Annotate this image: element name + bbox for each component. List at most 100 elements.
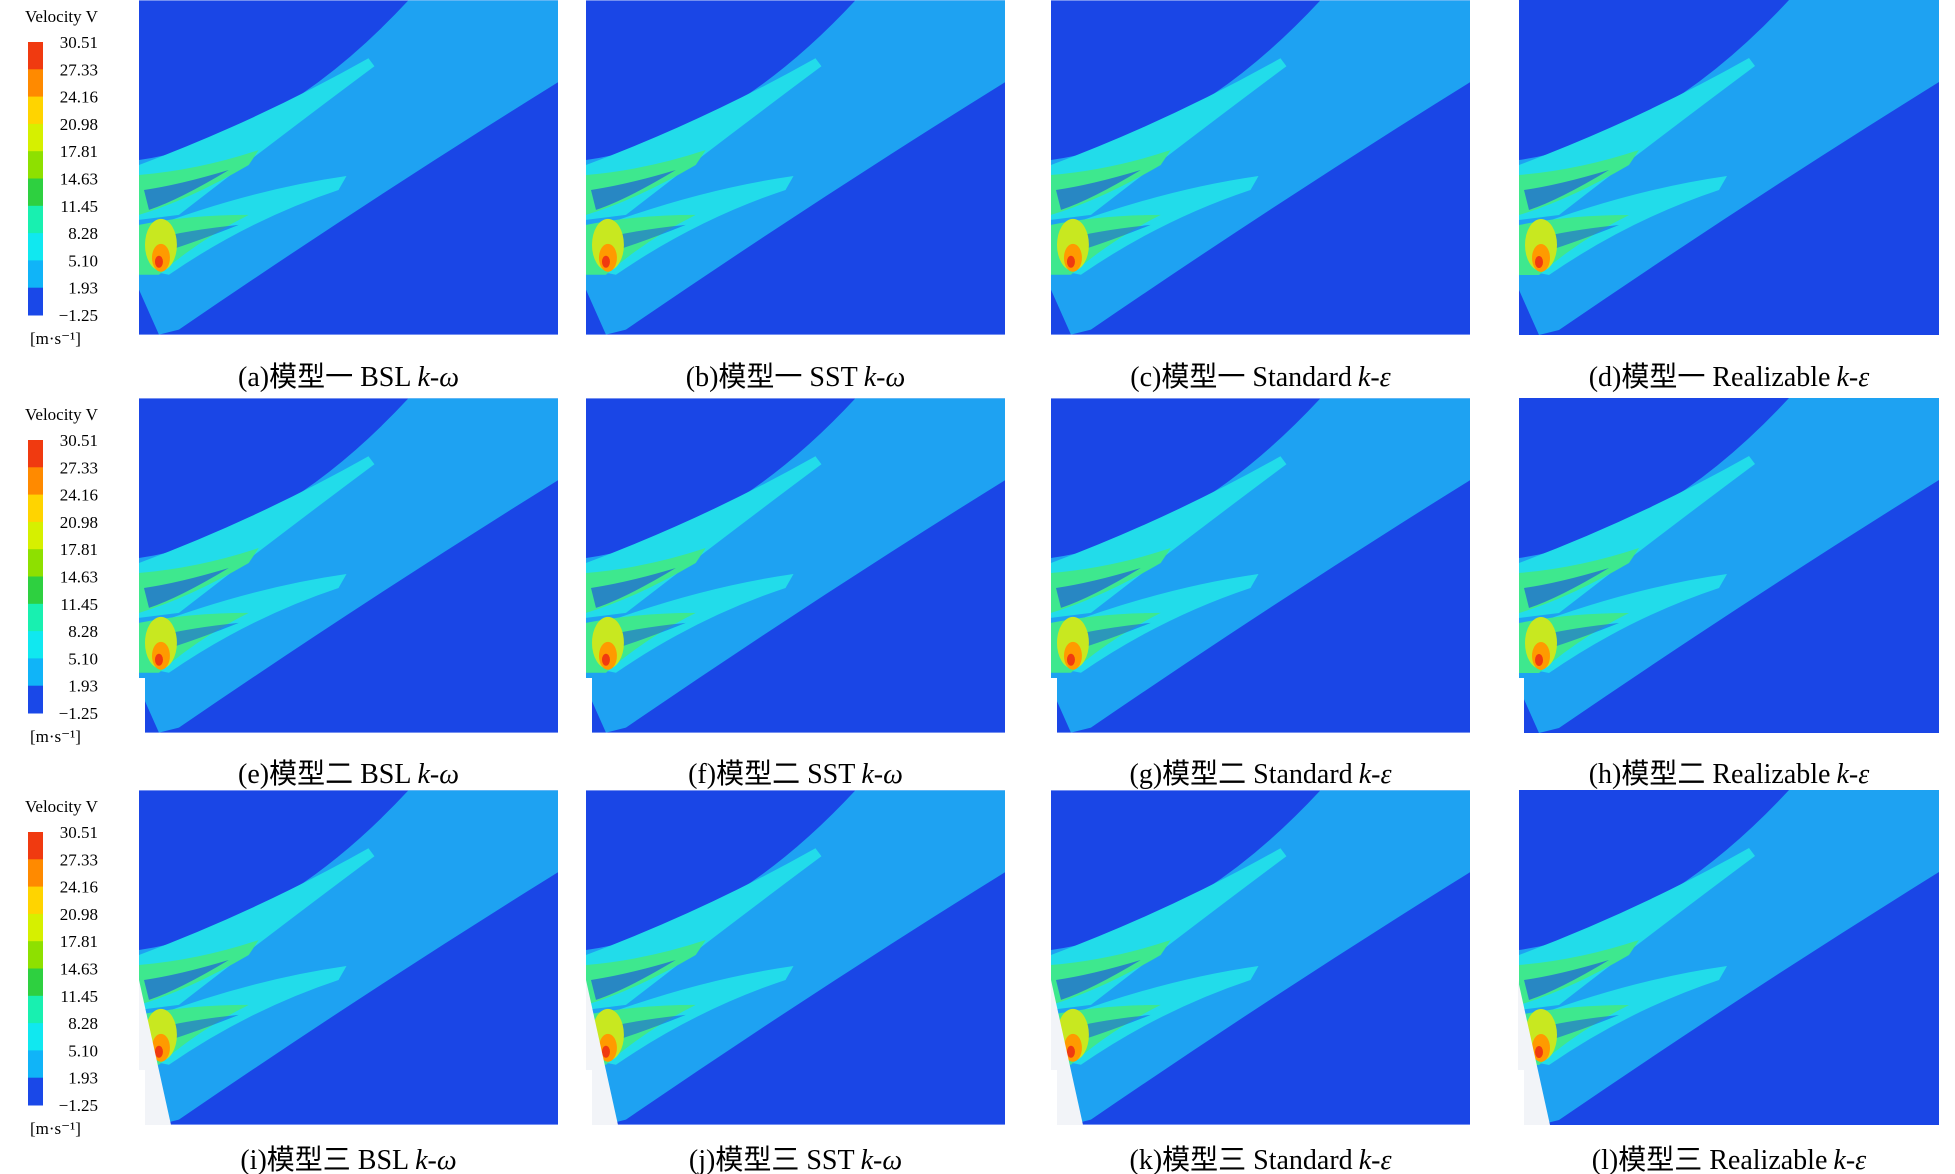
contour-plot bbox=[1051, 0, 1470, 335]
panel-caption: (d)模型一 Realizable k-ε bbox=[1589, 361, 1870, 393]
caption-symbol: k-ε bbox=[1833, 1145, 1866, 1174]
panel-caption: (f)模型二 SST k-ω bbox=[688, 758, 903, 790]
caption-symbol: k-ω bbox=[417, 362, 459, 393]
colorbar-segment bbox=[28, 1050, 43, 1079]
panel-caption: (h)模型二 Realizable k-ε bbox=[1589, 758, 1870, 790]
wall-gap bbox=[1518, 678, 1524, 733]
legend-label: 17.81 bbox=[60, 540, 98, 559]
caption-label: (e)模型二 BSL bbox=[238, 758, 411, 790]
caption-label: (b)模型一 SST bbox=[686, 361, 858, 393]
colorbar-segment bbox=[28, 859, 43, 888]
contour-plot bbox=[139, 398, 558, 733]
wall-gap bbox=[1051, 678, 1057, 733]
caption-label: (k)模型三 Standard bbox=[1130, 1144, 1353, 1174]
wall-region bbox=[1518, 980, 1550, 1125]
legend-label: 20.98 bbox=[60, 115, 98, 134]
caption-label: (h)模型二 Realizable bbox=[1589, 758, 1831, 790]
legend-label: 30.51 bbox=[60, 33, 98, 52]
legend-label: 14.63 bbox=[60, 568, 98, 587]
panel-caption: (j)模型三 SST k-ω bbox=[689, 1144, 902, 1174]
colorbar-segment bbox=[28, 886, 43, 915]
legend-label: 20.98 bbox=[60, 513, 98, 532]
caption-symbol: k-ε bbox=[1359, 1145, 1392, 1174]
legend-label: 30.51 bbox=[60, 823, 98, 842]
legend-title: Velocity V bbox=[25, 797, 99, 816]
contour-plot bbox=[586, 0, 1005, 335]
caption-symbol: k-ω bbox=[417, 759, 459, 790]
legend-label: 24.16 bbox=[60, 88, 98, 107]
panel-caption: (c)模型一 Standard k-ε bbox=[1130, 361, 1390, 393]
panel-caption: (a)模型一 BSL k-ω bbox=[238, 361, 459, 393]
caption-symbol: k-ε bbox=[1837, 362, 1870, 393]
legend-label: 11.45 bbox=[60, 987, 98, 1006]
caption-label: (f)模型二 SST bbox=[688, 758, 855, 790]
colorbar-segment bbox=[28, 941, 43, 969]
colorbar-segment bbox=[28, 178, 43, 207]
panel-caption: (l)模型三 Realizable k-ε bbox=[1592, 1144, 1866, 1174]
legend-label: 1.93 bbox=[68, 677, 98, 696]
caption-symbol: k-ε bbox=[1837, 759, 1870, 790]
legend-label: −1.25 bbox=[59, 306, 98, 325]
legend-label: 27.33 bbox=[60, 458, 98, 477]
caption-symbol: k-ω bbox=[864, 362, 906, 393]
legend-label: 11.45 bbox=[60, 197, 98, 216]
legend-label: 5.10 bbox=[68, 1041, 98, 1060]
legend-unit: [m·s⁻¹] bbox=[30, 727, 81, 746]
colorbar-segment bbox=[28, 467, 43, 496]
legend-label: 17.81 bbox=[60, 142, 98, 161]
contour-plot bbox=[586, 398, 1005, 733]
wall-region bbox=[586, 980, 618, 1125]
legend-label: 24.16 bbox=[60, 878, 98, 897]
colorbar-segment bbox=[28, 521, 43, 550]
contour-plot bbox=[1051, 398, 1470, 733]
wall-gap bbox=[586, 1070, 592, 1125]
colorbar-segment bbox=[28, 151, 43, 179]
colorbar-segment bbox=[28, 233, 43, 261]
colorbar-segment bbox=[28, 549, 43, 577]
colorbar-segment bbox=[28, 631, 43, 659]
legend-label: 1.93 bbox=[68, 279, 98, 298]
panel-caption: (k)模型三 Standard k-ε bbox=[1130, 1144, 1392, 1174]
legend-unit: [m·s⁻¹] bbox=[30, 329, 81, 348]
contour-plot bbox=[1519, 0, 1939, 335]
wall-region bbox=[1051, 980, 1083, 1125]
colorbar-segment bbox=[28, 205, 43, 234]
legend-label: 27.33 bbox=[60, 60, 98, 79]
caption-symbol: k-ω bbox=[415, 1145, 457, 1174]
legend-label: 30.51 bbox=[60, 431, 98, 450]
caption-symbol: k-ε bbox=[1358, 362, 1391, 393]
contour-plot bbox=[1519, 398, 1939, 733]
legend-label: 1.93 bbox=[68, 1069, 98, 1088]
contour-plot bbox=[586, 790, 1005, 1125]
colorbar-segment bbox=[28, 685, 43, 714]
colorbar-segment bbox=[28, 658, 43, 687]
wall-gap bbox=[586, 678, 592, 733]
panel-caption: (i)模型三 BSL k-ω bbox=[240, 1144, 456, 1174]
wall-gap bbox=[1518, 1070, 1524, 1125]
colorbar-segment bbox=[28, 603, 43, 632]
legend-title: Velocity V bbox=[25, 405, 99, 424]
colorbar-segment bbox=[28, 913, 43, 942]
caption-label: (i)模型三 BSL bbox=[240, 1144, 409, 1174]
colorbar-segment bbox=[28, 260, 43, 289]
caption-symbol: k-ε bbox=[1359, 759, 1392, 790]
legend-unit: [m·s⁻¹] bbox=[30, 1119, 81, 1138]
legend-label: −1.25 bbox=[59, 1096, 98, 1115]
wall-gap bbox=[139, 1070, 145, 1125]
caption-symbol: k-ω bbox=[861, 1145, 903, 1174]
legend-label: 17.81 bbox=[60, 932, 98, 951]
colorbar-segment bbox=[28, 968, 43, 997]
wall-gap bbox=[139, 678, 145, 733]
legend-label: 14.63 bbox=[60, 960, 98, 979]
wall-gap bbox=[1051, 1070, 1057, 1125]
panel-caption: (e)模型二 BSL k-ω bbox=[238, 758, 459, 790]
colorbar-segment bbox=[28, 494, 43, 523]
colorbar-segment bbox=[28, 995, 43, 1024]
contour-plot bbox=[1051, 790, 1470, 1125]
panel-caption: (g)模型二 Standard k-ε bbox=[1130, 758, 1392, 790]
colorbar-segment bbox=[28, 42, 43, 70]
colorbar-segment bbox=[28, 69, 43, 98]
legend-label: −1.25 bbox=[59, 704, 98, 723]
contour-plot bbox=[139, 0, 558, 335]
